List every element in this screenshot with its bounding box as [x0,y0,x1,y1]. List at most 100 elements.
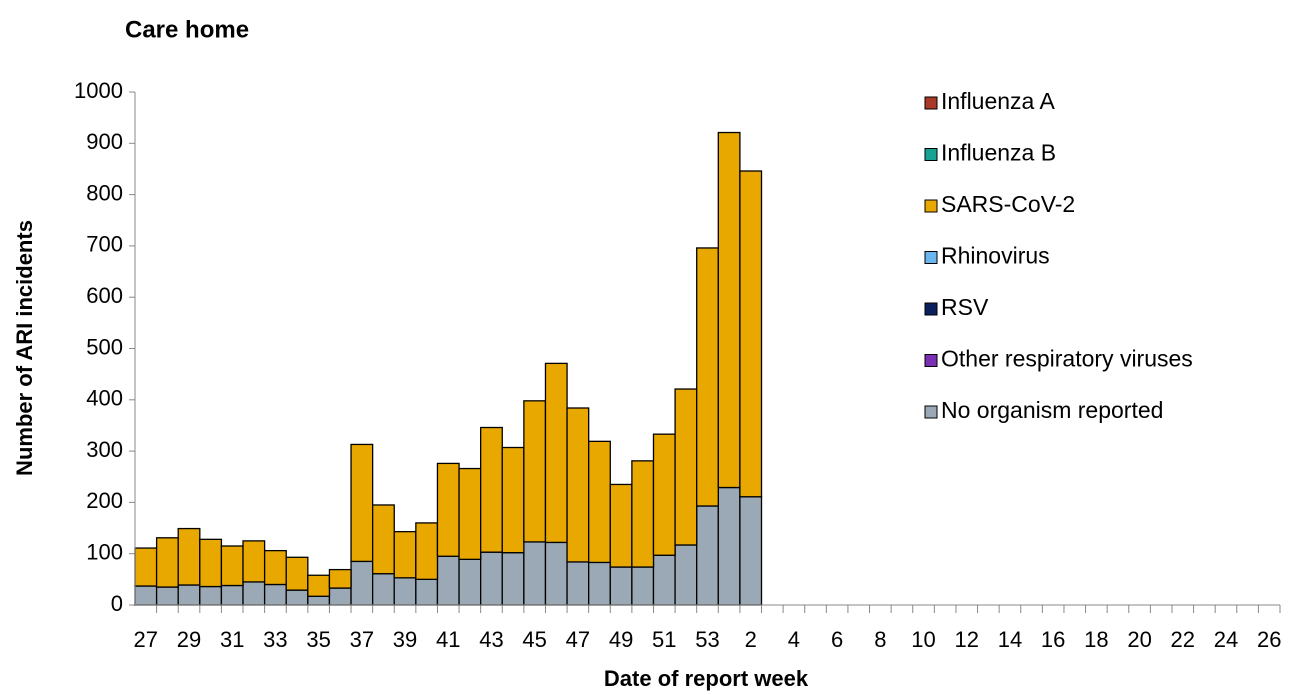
legend-swatch [924,251,938,264]
x-tick-label: 16 [1041,627,1065,652]
x-tick-label: 27 [134,627,158,652]
bar-segment [436,462,460,557]
bar-segment [588,561,611,606]
legend-label: Influenza A [941,88,1055,114]
x-axis-title: Date of report week [604,666,809,691]
x-tick-label: 43 [479,627,503,652]
x-tick-label: 10 [911,627,935,652]
bar-segment [501,552,525,606]
x-tick-label: 47 [566,627,590,652]
y-tick-label: 800 [86,180,123,205]
x-tick-label: 14 [998,627,1022,652]
bar-segment [307,574,331,597]
bar-segment [566,561,590,606]
y-tick-label: 200 [86,488,123,513]
legend-swatch [924,96,938,110]
x-tick-label: 37 [350,627,374,652]
bar-segment [350,560,374,606]
legend-swatch [924,199,938,213]
bar-segment [458,558,482,606]
bar-segment [436,555,460,606]
bar-segment [242,540,266,583]
legend-swatch [924,354,938,367]
y-tick-label: 300 [86,437,123,462]
y-tick-label: 600 [86,283,123,308]
legend-label: Influenza B [941,140,1056,166]
bar-segment [134,547,158,587]
x-tick-label: 22 [1171,627,1195,652]
legend-label: No organism reported [941,397,1163,423]
bar-segment [134,585,158,606]
x-tick-label: 8 [874,627,886,652]
bar-segment [631,566,655,606]
legend-label: Rhinovirus [941,243,1050,269]
y-axis-title: Number of ARI incidents [12,220,37,476]
bar-segment [588,440,611,564]
bar-segment [199,538,223,588]
bar-segment [609,483,633,568]
x-tick-label: 41 [436,627,460,652]
bar-segment [458,467,482,560]
bar-segment [566,407,590,563]
y-tick-label: 100 [86,540,123,565]
y-tick-label: 700 [86,232,123,257]
bar-segment [263,583,287,606]
bar-segment [263,549,287,586]
x-tick-label: 33 [263,627,287,652]
bar-segment [544,362,568,544]
y-tick-label: 500 [86,334,123,359]
bar-segment [609,566,633,606]
bar-segment [652,433,676,556]
bar-segment [393,577,417,606]
bar-segment [696,505,719,606]
bar-segment [328,587,352,606]
bar-segment [480,426,503,553]
x-tick-label: 6 [831,627,843,652]
bar-segment [177,527,201,586]
bar-segment [501,446,525,554]
y-tick-label: 1000 [74,78,123,103]
bar-segment [717,131,741,489]
x-tick-label: 45 [522,627,546,652]
bar-segment [652,554,676,606]
x-tick-label: 51 [652,627,676,652]
bar-segment [739,496,763,606]
bar-segment [544,541,568,606]
bar-segment [242,581,266,606]
x-tick-label: 24 [1214,627,1238,652]
bar-segment [328,568,352,589]
bar-segment [480,551,503,606]
bar-segment [674,388,698,546]
bar-segment [739,170,763,498]
bar-segment [285,556,309,591]
legend-swatch [924,405,938,419]
bar-segment [220,545,244,587]
legend-label: Other respiratory viruses [941,346,1193,372]
x-tick-label: 35 [306,627,330,652]
legend-label: SARS-CoV-2 [941,191,1075,217]
bar-segment [371,504,395,575]
bar-segment [350,443,374,563]
x-tick-label: 49 [609,627,633,652]
legend-label: RSV [941,294,989,320]
bar-segment [631,460,655,568]
y-tick-label: 400 [86,386,123,411]
legend-swatch [924,148,938,161]
bar-segment [199,585,223,606]
x-tick-label: 39 [393,627,417,652]
chart-title: Care home [125,16,249,43]
x-tick-label: 53 [695,627,719,652]
x-tick-label: 26 [1257,627,1281,652]
legend-swatch [924,302,938,316]
x-tick-label: 2 [745,627,757,652]
bar-segment [523,400,547,543]
bar-segment [220,584,244,606]
bar-segment [415,578,439,606]
bar-segment [415,522,439,580]
y-tick-label: 0 [111,591,123,616]
x-tick-label: 20 [1127,627,1151,652]
bar-segment [674,544,698,606]
x-tick-label: 18 [1084,627,1108,652]
x-tick-label: 12 [955,627,979,652]
